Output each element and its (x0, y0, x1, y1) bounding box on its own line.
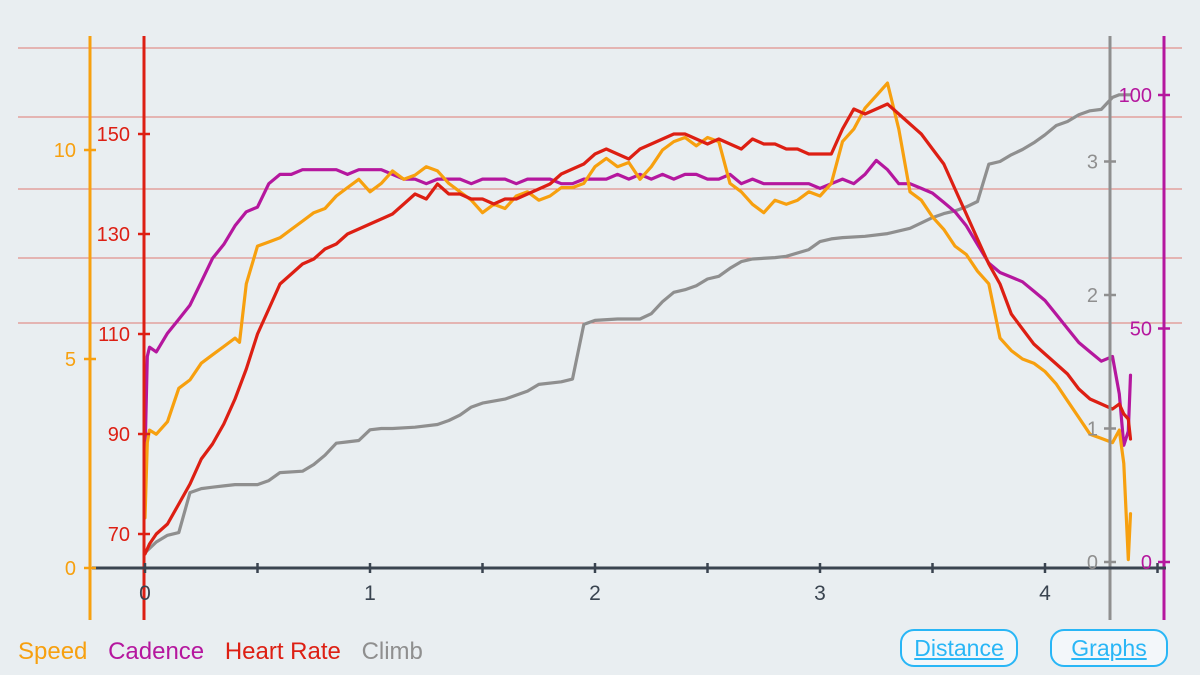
axis-layer: 0 1 2 3 4 0 5 10 70 90 110 130 150 0 1 2 3 0 50 100 (54, 36, 1170, 620)
climb-tick-label-2: 2 (1087, 285, 1098, 307)
heart-rate-tick-label-150: 150 (97, 124, 130, 146)
x-tick-label-1: 1 (364, 582, 376, 605)
heart-rate-tick-label-90: 90 (108, 424, 130, 446)
series-line-cadence (143, 158, 1133, 457)
legend-climb: Climb (361, 638, 423, 665)
x-tick-label-0: 0 (139, 582, 151, 605)
grid-layer (18, 47, 1182, 324)
x-tick-label-3: 3 (814, 582, 826, 605)
speed-tick-label-5: 5 (65, 349, 76, 371)
series-layer (143, 81, 1133, 562)
legend-cadence: Cadence (108, 638, 205, 665)
series-line-speed (143, 81, 1133, 562)
graphs-button[interactable]: Graphs (1050, 629, 1168, 667)
legend-speed: Speed (18, 638, 88, 665)
heart-rate-tick-label-70: 70 (108, 524, 130, 546)
legend-heart-rate: Heart Rate (224, 638, 341, 665)
cadence-tick-label-100: 100 (1119, 85, 1152, 107)
heart-rate-tick-label-110: 110 (98, 324, 130, 346)
chart-legend: Speed Cadence Heart Rate Climb (18, 638, 437, 666)
series-line-heart-rate (143, 102, 1133, 556)
cadence-tick-label-0: 0 (1141, 552, 1152, 574)
climb-tick-label-0: 0 (1087, 552, 1098, 574)
heart-rate-tick-label-130: 130 (97, 224, 130, 246)
x-tick-label-2: 2 (589, 582, 601, 605)
climb-tick-label-1: 1 (1087, 419, 1098, 441)
speed-tick-label-10: 10 (54, 140, 76, 162)
series-line-climb (143, 93, 1133, 555)
climb-tick-label-3: 3 (1087, 152, 1098, 174)
cadence-tick-label-50: 50 (1130, 319, 1152, 341)
speed-tick-label-0: 0 (65, 558, 76, 580)
x-tick-label-4: 4 (1039, 582, 1051, 605)
distance-button[interactable]: Distance (900, 629, 1018, 667)
